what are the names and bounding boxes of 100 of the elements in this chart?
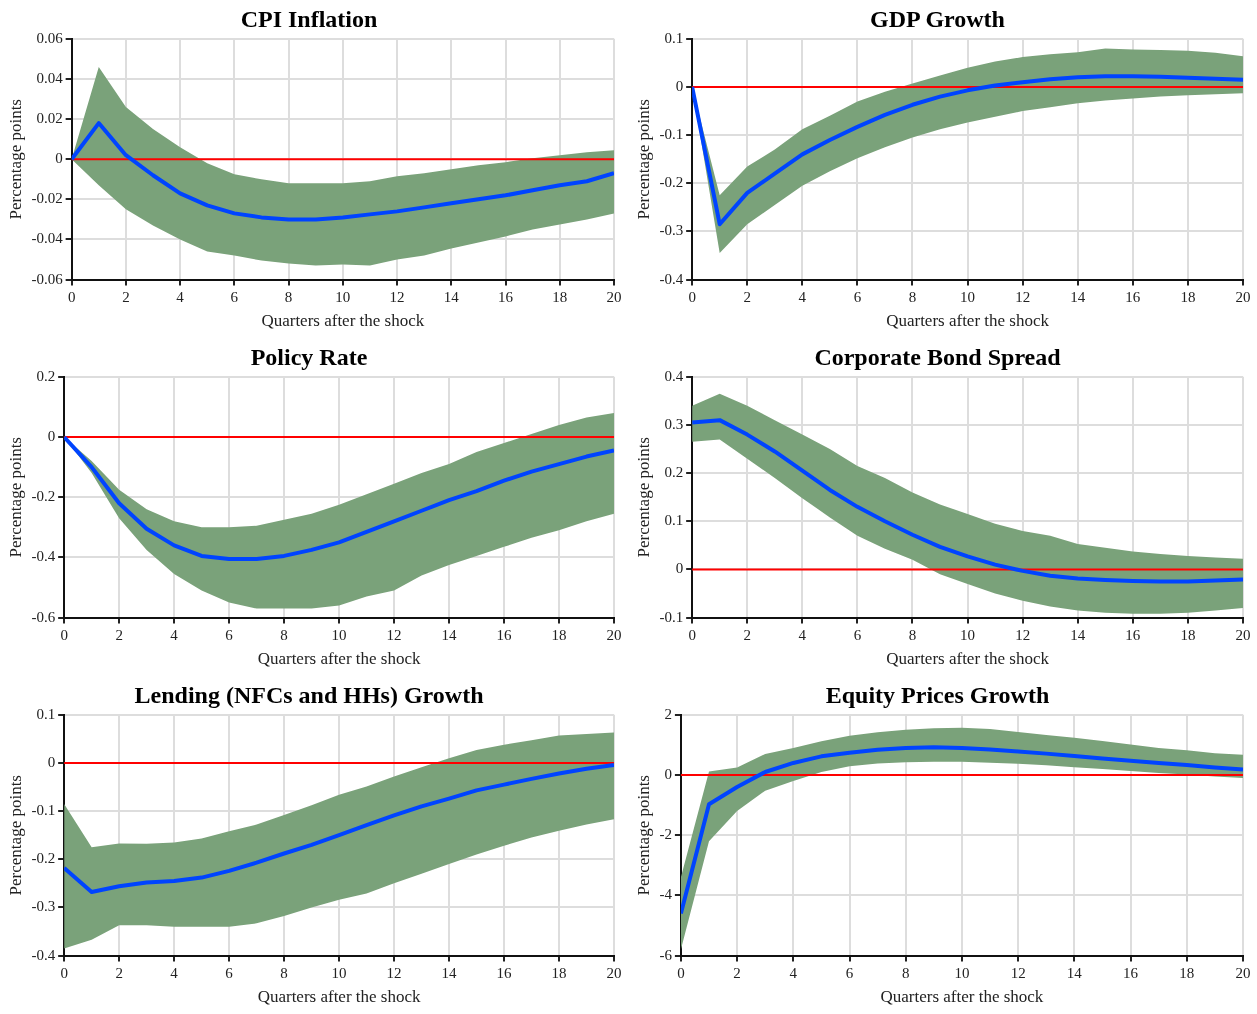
- y-axis-title: Percentage points: [5, 775, 25, 896]
- y-tick-label: 0.06: [36, 29, 64, 46]
- y-tick-label: -0.2: [659, 174, 684, 191]
- x-tick-label: 6: [853, 626, 862, 643]
- x-tick-label: 12: [1010, 964, 1026, 981]
- x-tick-label: 12: [386, 626, 402, 643]
- x-tick-label: 4: [170, 964, 179, 981]
- x-tick-label: 8: [908, 626, 917, 643]
- x-tick-label: 4: [170, 626, 179, 643]
- y-tick-label: -0.2: [31, 850, 56, 867]
- x-axis-title: Quarters after the shock: [257, 987, 421, 1007]
- x-tick-label: 20: [1235, 964, 1251, 981]
- x-tick-label: 2: [115, 964, 123, 981]
- y-tick-label: 0: [664, 765, 672, 782]
- x-tick-label: 8: [280, 626, 288, 643]
- x-tick-label: 8: [284, 288, 293, 305]
- x-tick-label: 4: [798, 288, 807, 305]
- x-tick-label: 20: [606, 288, 622, 305]
- y-tick-label: -0.02: [31, 190, 63, 207]
- y-tick-label: -4: [659, 886, 673, 903]
- x-tick-label: 8: [908, 288, 917, 305]
- x-tick-label: 18: [552, 288, 568, 305]
- chart-title: Equity Prices Growth: [825, 681, 1050, 708]
- y-axis-title: Percentage points: [5, 437, 25, 558]
- x-tick-label: 20: [1235, 626, 1251, 643]
- y-tick-label: 0.4: [664, 367, 684, 384]
- y-tick-label: 0: [55, 150, 63, 167]
- y-tick-label: 0.3: [664, 415, 684, 432]
- y-tick-label: -0.3: [31, 898, 56, 915]
- x-tick-label: 0: [67, 288, 76, 305]
- y-axis-title: Percentage points: [633, 775, 653, 896]
- x-tick-label: 18: [551, 626, 567, 643]
- x-tick-label: 20: [1235, 288, 1251, 305]
- y-tick-label: -2: [659, 826, 672, 843]
- x-tick-label: 10: [335, 288, 351, 305]
- x-tick-label: 6: [225, 626, 234, 643]
- x-tick-label: 18: [1180, 288, 1196, 305]
- y-tick-label: 0.04: [36, 69, 64, 86]
- y-tick-label: 0.2: [664, 464, 684, 481]
- y-tick-label: -0.2: [31, 488, 56, 505]
- y-tick-label: -0.1: [659, 608, 684, 625]
- x-axis-title: Quarters after the shock: [886, 311, 1050, 331]
- x-tick-label: 14: [443, 288, 460, 305]
- x-tick-label: 20: [606, 964, 622, 981]
- y-tick-label: -0.04: [31, 230, 64, 247]
- y-tick-label: 0.1: [664, 29, 684, 46]
- x-tick-label: 16: [1123, 964, 1139, 981]
- y-axis-title: Percentage points: [633, 99, 653, 220]
- x-tick-label: 14: [1066, 964, 1083, 981]
- x-tick-label: 10: [960, 288, 976, 305]
- x-tick-label: 0: [688, 288, 696, 305]
- chart-title: CPI Inflation: [240, 5, 378, 32]
- y-tick-label: 0: [675, 560, 684, 577]
- chart-title: Corporate Bond Spread: [814, 343, 1062, 370]
- chart-title: GDP Growth: [870, 5, 1005, 32]
- x-axis-title: Quarters after the shock: [886, 649, 1050, 669]
- y-tick-label: -0.06: [31, 270, 64, 287]
- x-tick-label: 6: [225, 964, 234, 981]
- x-tick-label: 18: [1180, 626, 1196, 643]
- y-tick-label: 0.02: [36, 110, 63, 126]
- y-tick-label: -0.6: [31, 608, 56, 625]
- x-tick-label: 12: [386, 964, 402, 981]
- x-tick-label: 4: [798, 626, 807, 643]
- x-tick-label: 10: [960, 626, 976, 643]
- x-tick-label: 0: [688, 626, 696, 643]
- x-tick-label: 2: [733, 964, 741, 981]
- x-tick-label: 16: [496, 626, 513, 643]
- y-tick-label: -0.4: [659, 270, 684, 287]
- x-tick-label: 2: [122, 288, 130, 305]
- x-tick-label: 10: [331, 626, 347, 643]
- y-tick-label: 0: [675, 77, 684, 94]
- y-tick-label: 0.2: [36, 367, 56, 384]
- x-tick-label: 16: [496, 964, 513, 981]
- y-tick-label: 0.1: [664, 512, 684, 529]
- x-tick-label: 6: [845, 964, 854, 981]
- x-tick-label: 16: [1125, 626, 1141, 643]
- y-tick-label: 0.1: [36, 705, 56, 722]
- x-tick-label: 8: [280, 964, 288, 981]
- x-axis-title: Quarters after the shock: [880, 987, 1044, 1007]
- x-tick-label: 14: [441, 626, 458, 643]
- x-tick-label: 4: [789, 964, 798, 981]
- x-tick-label: 2: [115, 626, 123, 643]
- chart-title: Policy Rate: [250, 343, 368, 370]
- x-tick-label: 14: [441, 964, 458, 981]
- x-tick-label: 6: [230, 288, 239, 305]
- y-tick-label: -0.1: [659, 126, 684, 143]
- x-tick-label: 12: [1015, 626, 1031, 643]
- x-tick-label: 20: [606, 626, 622, 643]
- x-tick-label: 8: [901, 964, 910, 981]
- x-tick-label: 18: [1179, 964, 1195, 981]
- chart-title: Lending (NFCs and HHs) Growth: [134, 681, 484, 708]
- y-axis-title: Percentage points: [633, 437, 653, 558]
- x-tick-label: 6: [853, 288, 862, 305]
- y-tick-label: -0.3: [659, 222, 684, 239]
- y-tick-label: 2: [664, 705, 672, 722]
- y-tick-label: 0: [47, 427, 56, 444]
- x-tick-label: 14: [1070, 288, 1086, 305]
- y-axis-title: Percentage points: [5, 99, 25, 220]
- x-tick-label: 10: [331, 964, 347, 981]
- x-tick-label: 10: [954, 964, 970, 981]
